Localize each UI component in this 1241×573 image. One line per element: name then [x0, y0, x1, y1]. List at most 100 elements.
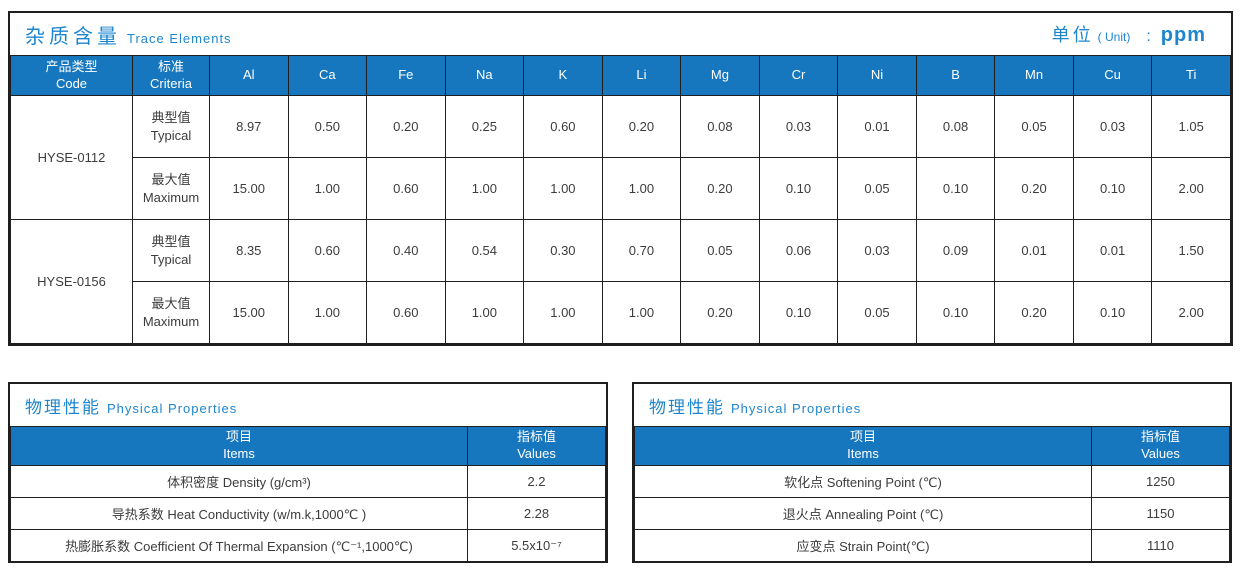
element-value-cell: 0.10 [915, 157, 996, 220]
element-value-cell: 0.08 [680, 95, 760, 158]
property-value-cell: 1150 [1091, 497, 1230, 530]
trace-elements-panel: 杂质含量 Trace Elements 单位 ( Unit) : ppm 产品类… [8, 11, 1233, 346]
criteria-cell: 典型值 Typical [132, 219, 210, 282]
element-value-cell: 1.00 [444, 157, 525, 220]
physical-right-title-zh: 物理性能 [649, 397, 725, 417]
element-value-cell: 0.05 [994, 95, 1074, 158]
physical-left-table: 项目 Items 指标值 Values 体积密度 Density (g/cm³) 2.… [10, 426, 606, 561]
element-value-cell: 0.20 [680, 157, 760, 220]
unit-label-zh: 单位 [1051, 25, 1094, 45]
element-value-cell: 0.60 [366, 281, 446, 344]
element-value-cell: 1.00 [601, 281, 682, 344]
criteria-column-header: 标准 Criteria [132, 55, 210, 96]
element-value-cell: 0.20 [601, 95, 682, 158]
physical-property-row: 退火点 Annealing Point (℃) 1150 [634, 497, 1230, 530]
element-value-cell: 0.40 [366, 219, 446, 282]
trace-table-body: HYSE-0112 典型值 Typical 8.97 0.50 0.20 0.25 0.60 0… [10, 95, 1231, 344]
element-value-cell: 2.00 [1151, 281, 1231, 344]
trace-data-row: 最大值 Maximum 15.00 1.00 0.60 1.00 1.00 1.00 0.20 0… [11, 281, 1231, 344]
product-code-cell: HYSE-0112 [10, 95, 133, 220]
physical-right-title-en: Physical Properties [731, 400, 862, 416]
element-column-header: Mn [994, 55, 1074, 96]
physical-left-title-bar: 物理性能 Physical Properties [10, 384, 606, 426]
physical-right-header-row: 项目 Items 指标值 Values [634, 426, 1230, 466]
element-value-cell: 0.25 [444, 95, 525, 158]
property-value-cell: 1110 [1091, 529, 1230, 561]
values-column-header: 指标值 Values [467, 426, 606, 466]
trace-elements-table: 产品类型 Code 标准 Criteria Al Ca Fe Na K Li Mg Cr Ni B Mn… [10, 55, 1231, 344]
element-value-cell: 0.70 [601, 219, 682, 282]
element-value-cell: 0.03 [758, 95, 839, 158]
trace-title-bar: 杂质含量 Trace Elements 单位 ( Unit) : ppm [10, 13, 1231, 55]
element-column-header: Cu [1072, 55, 1153, 96]
element-value-cell: 1.00 [523, 157, 603, 220]
element-column-header: Na [444, 55, 525, 96]
element-value-cell: 0.20 [994, 281, 1074, 344]
element-value-cell: 15.00 [209, 281, 289, 344]
physical-left-body: 体积密度 Density (g/cm³) 2.2 导热系数 Heat Conduct… [10, 465, 606, 561]
element-column-header: Cr [758, 55, 839, 96]
element-value-cell: 0.20 [680, 281, 760, 344]
element-value-cell: 8.97 [209, 95, 289, 158]
property-item-cell: 软化点 Softening Point (℃) [634, 465, 1092, 498]
product-code-cell: HYSE-0156 [10, 219, 133, 344]
trace-title: 杂质含量 Trace Elements [25, 20, 232, 49]
element-value-cell: 0.05 [680, 219, 760, 282]
physical-property-row: 热膨胀系数 Coefficient Of Thermal Expansion (… [10, 529, 606, 561]
physical-right-title: 物理性能 Physical Properties [649, 393, 861, 418]
element-value-cell: 2.00 [1151, 157, 1231, 220]
code-column-header: 产品类型 Code [10, 55, 133, 96]
element-value-cell: 0.03 [837, 219, 917, 282]
element-column-header: Mg [680, 55, 760, 96]
physical-property-row: 应变点 Strain Point(℃) 1110 [634, 529, 1230, 561]
property-value-cell: 1250 [1091, 465, 1230, 498]
physical-property-row: 导热系数 Heat Conductivity (w/m.k,1000℃ ) 2.2… [10, 497, 606, 530]
element-column-header: Al [209, 55, 289, 96]
physical-properties-right-panel: 物理性能 Physical Properties 项目 Items 指标值 Valu… [632, 382, 1232, 563]
element-column-header: Ti [1151, 55, 1231, 96]
physical-left-title: 物理性能 Physical Properties [25, 393, 237, 418]
property-item-cell: 导热系数 Heat Conductivity (w/m.k,1000℃ ) [10, 497, 468, 530]
trace-data-row: HYSE-0112 典型值 Typical 8.97 0.50 0.20 0.25 0.60 0… [10, 95, 1231, 220]
element-value-cell: 8.35 [209, 219, 289, 282]
physical-property-row: 体积密度 Density (g/cm³) 2.2 [10, 465, 606, 498]
unit-label: 单位 ( Unit) : ppm [1052, 21, 1206, 47]
element-value-cell: 1.00 [523, 281, 603, 344]
unit-value: ppm [1160, 24, 1206, 46]
trace-data-row: HYSE-0156 典型值 Typical 8.35 0.60 0.40 0.54 0.30 0… [10, 219, 1231, 344]
physical-right-body: 软化点 Softening Point (℃) 1250 退火点 Annealing… [634, 465, 1230, 561]
element-value-cell: 1.00 [444, 281, 525, 344]
unit-separator: : [1146, 28, 1151, 45]
element-value-cell: 0.10 [915, 281, 996, 344]
physical-right-table: 项目 Items 指标值 Values 软化点 Softening Point (℃… [634, 426, 1230, 561]
property-value-cell: 5.5x10⁻⁷ [467, 529, 606, 561]
property-value-cell: 2.28 [467, 497, 606, 530]
element-value-cell: 0.01 [1072, 219, 1153, 282]
element-value-cell: 0.05 [837, 281, 917, 344]
physical-right-title-bar: 物理性能 Physical Properties [634, 384, 1230, 426]
property-item-cell: 热膨胀系数 Coefficient Of Thermal Expansion (… [10, 529, 468, 561]
property-item-cell: 应变点 Strain Point(℃) [634, 529, 1092, 561]
values-column-header: 指标值 Values [1091, 426, 1230, 466]
element-column-header: B [915, 55, 996, 96]
element-value-cell: 0.60 [287, 219, 368, 282]
element-value-cell: 1.05 [1151, 95, 1231, 158]
element-value-cell: 1.00 [601, 157, 682, 220]
element-value-cell: 0.10 [1072, 157, 1153, 220]
element-value-cell: 0.10 [1072, 281, 1153, 344]
element-value-cell: 1.50 [1151, 219, 1231, 282]
property-item-cell: 体积密度 Density (g/cm³) [10, 465, 468, 498]
element-value-cell: 1.00 [287, 281, 368, 344]
element-value-cell: 0.54 [444, 219, 525, 282]
element-value-cell: 0.60 [366, 157, 446, 220]
criteria-cell: 最大值 Maximum [132, 157, 210, 220]
criteria-cell: 最大值 Maximum [132, 281, 210, 344]
element-value-cell: 0.20 [994, 157, 1074, 220]
trace-header-row: 产品类型 Code 标准 Criteria Al Ca Fe Na K Li Mg Cr Ni B Mn… [10, 55, 1231, 96]
element-column-header: Li [601, 55, 682, 96]
element-value-cell: 1.00 [287, 157, 368, 220]
element-column-header: Ca [287, 55, 368, 96]
element-value-cell: 0.05 [837, 157, 917, 220]
element-column-header: Ni [837, 55, 917, 96]
element-value-cell: 0.09 [915, 219, 996, 282]
